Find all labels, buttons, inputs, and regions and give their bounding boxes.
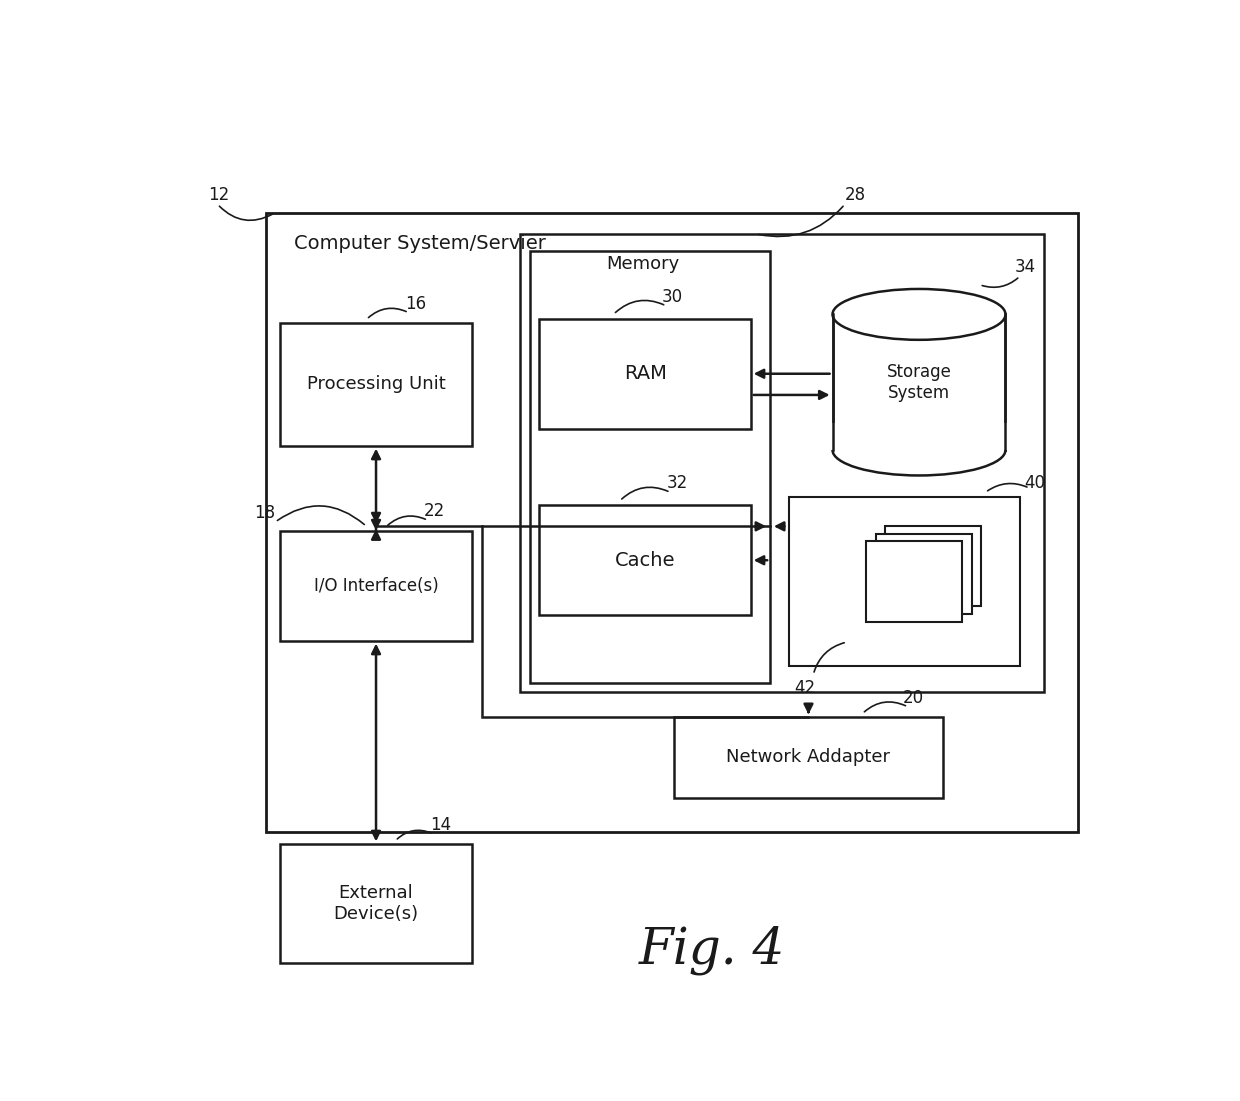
FancyBboxPatch shape (280, 323, 472, 446)
FancyBboxPatch shape (280, 844, 472, 963)
FancyBboxPatch shape (529, 251, 770, 683)
FancyBboxPatch shape (280, 531, 472, 641)
Text: RAM: RAM (624, 364, 667, 383)
FancyBboxPatch shape (831, 423, 1007, 450)
Text: Cache: Cache (615, 550, 676, 569)
Ellipse shape (832, 425, 1006, 476)
Text: 40: 40 (1024, 475, 1045, 492)
Text: 14: 14 (430, 816, 451, 835)
FancyBboxPatch shape (521, 233, 1044, 691)
FancyBboxPatch shape (875, 534, 972, 614)
FancyBboxPatch shape (539, 318, 751, 428)
Text: 30: 30 (662, 288, 683, 306)
Text: 20: 20 (903, 689, 924, 707)
Text: Network Addapter: Network Addapter (727, 749, 890, 766)
Text: Processing Unit: Processing Unit (306, 375, 445, 393)
Text: 42: 42 (794, 679, 815, 697)
Text: 16: 16 (404, 295, 427, 313)
Text: Computer System/Servier: Computer System/Servier (294, 233, 546, 253)
Text: 28: 28 (844, 186, 866, 204)
FancyBboxPatch shape (866, 542, 962, 622)
Text: I/O Interface(s): I/O Interface(s) (314, 577, 439, 595)
FancyBboxPatch shape (885, 526, 982, 607)
Text: 32: 32 (666, 475, 687, 492)
Text: 34: 34 (1016, 259, 1037, 276)
Text: 18: 18 (254, 504, 275, 522)
Text: Storage
System: Storage System (887, 363, 951, 402)
Text: Memory: Memory (606, 255, 680, 273)
FancyBboxPatch shape (265, 212, 1078, 831)
FancyBboxPatch shape (832, 315, 1006, 450)
FancyBboxPatch shape (789, 497, 1019, 666)
Text: External
Device(s): External Device(s) (334, 884, 419, 923)
Text: Fig. 4: Fig. 4 (639, 926, 786, 975)
FancyBboxPatch shape (539, 505, 751, 615)
Text: 22: 22 (424, 502, 445, 521)
FancyBboxPatch shape (675, 717, 944, 797)
Text: 12: 12 (208, 186, 229, 204)
Ellipse shape (832, 288, 1006, 340)
